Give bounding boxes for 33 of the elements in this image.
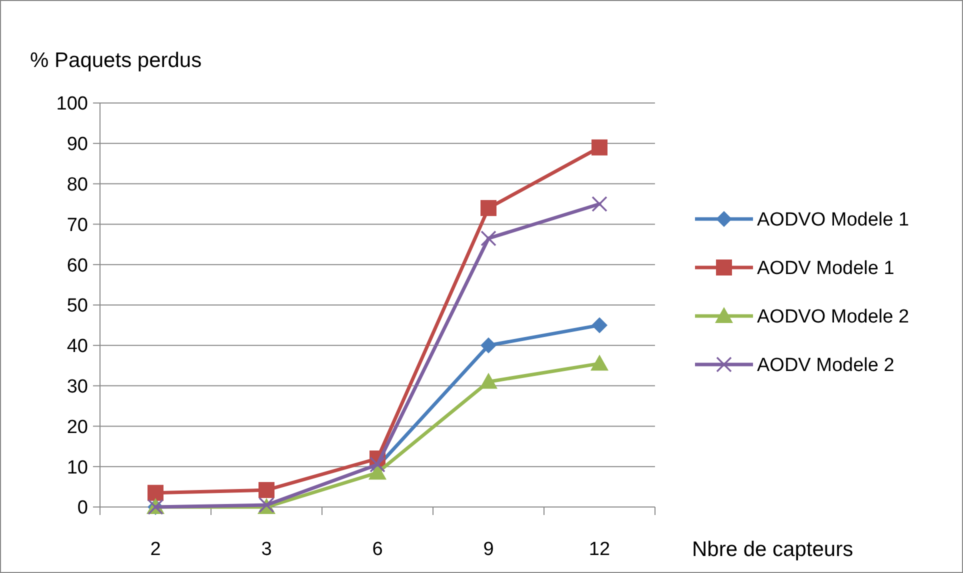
point bbox=[592, 317, 608, 334]
point bbox=[590, 354, 608, 371]
point bbox=[480, 200, 496, 216]
y-tick-label: 30 bbox=[66, 376, 88, 398]
point bbox=[480, 337, 496, 354]
y-tick-label: 100 bbox=[56, 94, 88, 115]
y-tick-label: 50 bbox=[66, 296, 88, 317]
point bbox=[592, 196, 608, 212]
legend-label: AODV Modele 1 bbox=[757, 258, 894, 280]
point bbox=[148, 484, 164, 501]
y-tick-label: 0 bbox=[77, 498, 88, 519]
x-tick-label: 9 bbox=[483, 539, 494, 560]
point bbox=[592, 139, 608, 156]
x-tick-label: 2 bbox=[150, 539, 161, 560]
x-axis-title: Nbre de capteurs bbox=[692, 538, 854, 561]
y-tick-label: 90 bbox=[66, 134, 88, 156]
y-tick-label: 20 bbox=[66, 416, 88, 438]
x-tick-label: 12 bbox=[588, 539, 610, 560]
legend-label: AODV Modele 2 bbox=[757, 355, 894, 376]
y-tick-label: 10 bbox=[66, 457, 88, 478]
y-tick-label: 60 bbox=[66, 255, 88, 276]
x-tick-label: 6 bbox=[372, 539, 383, 560]
point bbox=[370, 456, 386, 472]
y-tick-label: 40 bbox=[66, 336, 88, 358]
point bbox=[480, 372, 498, 389]
legend-label: AODVO Modele 1 bbox=[757, 210, 910, 231]
y-axis-title: % Paquets perdus bbox=[30, 49, 202, 72]
x-tick-label: 3 bbox=[261, 539, 272, 560]
point bbox=[480, 230, 496, 246]
y-tick-label: 80 bbox=[66, 174, 88, 196]
point bbox=[258, 482, 274, 498]
y-tick-label: 70 bbox=[66, 214, 88, 236]
legend-label: AODVO Modele 2 bbox=[757, 306, 910, 328]
